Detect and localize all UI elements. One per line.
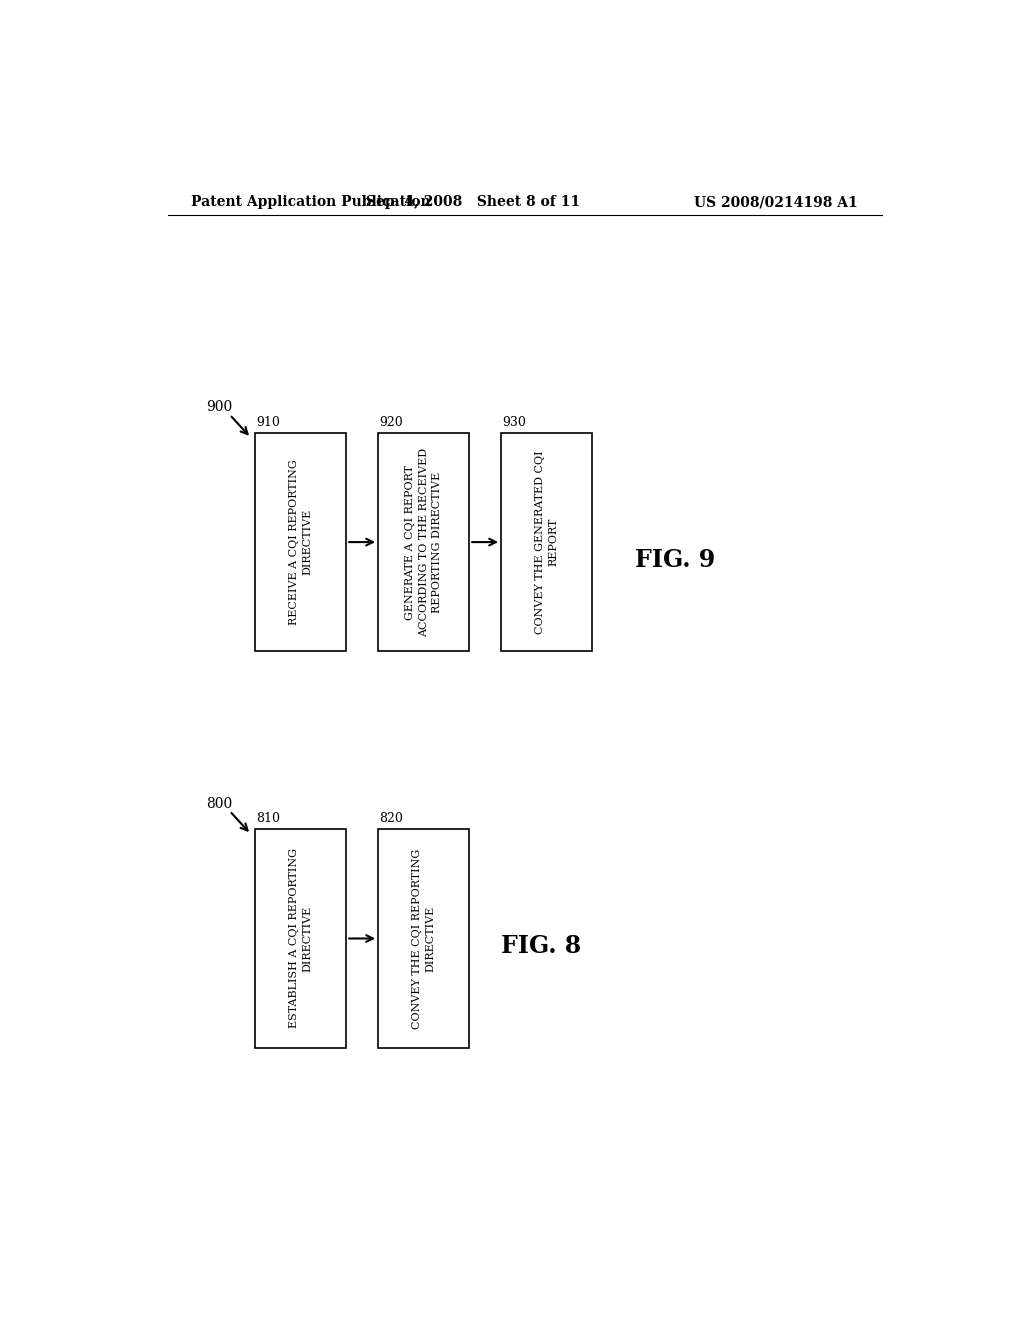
Bar	[501, 433, 592, 651]
Text: RECEIVE A CQI REPORTING
DIRECTIVE: RECEIVE A CQI REPORTING DIRECTIVE	[289, 459, 312, 624]
Text: CONVEY THE CQI REPORTING
DIRECTIVE: CONVEY THE CQI REPORTING DIRECTIVE	[412, 849, 435, 1028]
Text: Sep. 4, 2008   Sheet 8 of 11: Sep. 4, 2008 Sheet 8 of 11	[367, 195, 581, 209]
Text: FIG. 8: FIG. 8	[501, 935, 581, 958]
Bar	[378, 433, 469, 651]
Text: FIG. 9: FIG. 9	[636, 548, 716, 572]
Text: GENERATE A CQI REPORT
ACCORDING TO THE RECEIVED
REPORTING DIRECTIVE: GENERATE A CQI REPORT ACCORDING TO THE R…	[406, 447, 441, 636]
Text: 930: 930	[503, 416, 526, 429]
Text: 820: 820	[380, 812, 403, 825]
Bar	[255, 433, 346, 651]
Text: 810: 810	[257, 812, 281, 825]
Bar	[255, 829, 346, 1048]
Bar	[378, 829, 469, 1048]
Text: US 2008/0214198 A1: US 2008/0214198 A1	[694, 195, 858, 209]
Text: Patent Application Publication: Patent Application Publication	[191, 195, 431, 209]
Text: CONVEY THE GENERATED CQI
REPORT: CONVEY THE GENERATED CQI REPORT	[535, 450, 558, 634]
Text: 800: 800	[206, 797, 232, 810]
Text: 920: 920	[380, 416, 403, 429]
Text: 900: 900	[206, 400, 232, 414]
Text: ESTABLISH A CQI REPORTING
DIRECTIVE: ESTABLISH A CQI REPORTING DIRECTIVE	[289, 849, 312, 1028]
Text: 910: 910	[257, 416, 281, 429]
